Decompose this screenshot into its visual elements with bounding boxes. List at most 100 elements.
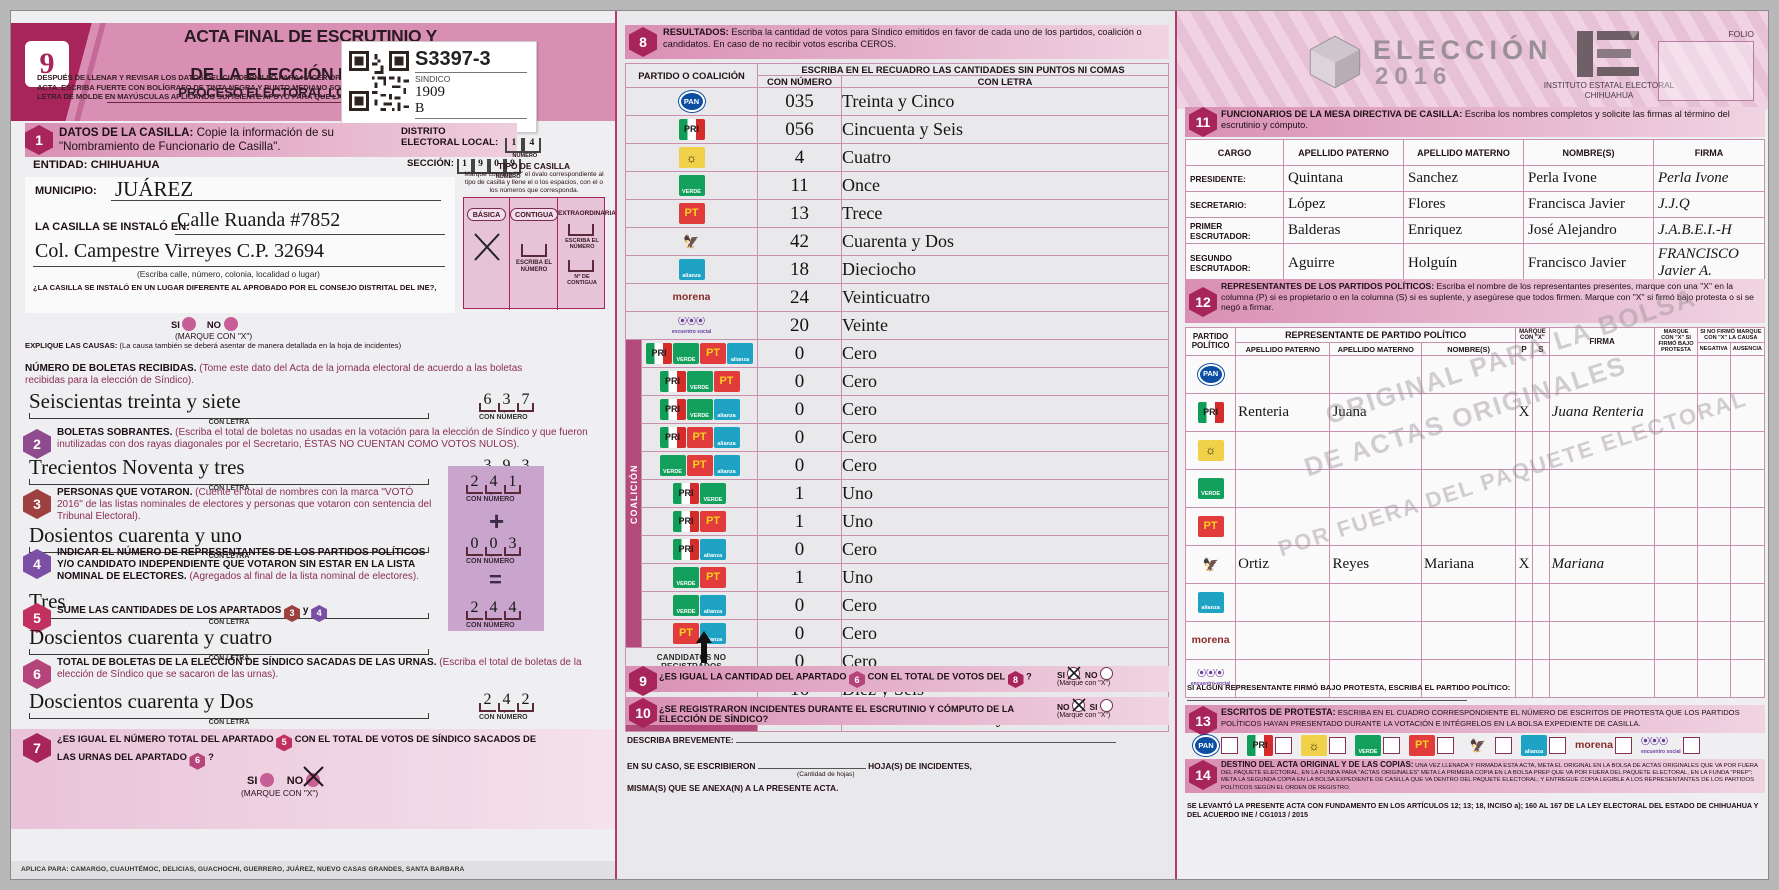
protest-count-box[interactable] — [1383, 737, 1400, 754]
row-letra[interactable]: Veinte — [841, 311, 1169, 340]
rep-protesta[interactable] — [1654, 468, 1698, 508]
func-paterno[interactable]: López — [1283, 191, 1404, 218]
rep-nombres[interactable] — [1421, 392, 1517, 432]
rep-paterno[interactable] — [1235, 506, 1331, 546]
rep-ausencia[interactable] — [1729, 354, 1766, 394]
func-materno[interactable]: Enriquez — [1403, 217, 1524, 244]
rep-paterno[interactable] — [1235, 430, 1331, 470]
rep-protesta[interactable] — [1654, 620, 1698, 660]
rep-protesta[interactable] — [1654, 430, 1698, 470]
row-numero[interactable]: 18 — [757, 255, 842, 284]
protest-count-box[interactable] — [1614, 737, 1632, 754]
rep-ausencia[interactable] — [1729, 582, 1766, 622]
rep-firma[interactable]: Mariana — [1548, 544, 1656, 584]
rep-suplente[interactable] — [1532, 430, 1550, 470]
instalo-line2[interactable]: Col. Campestre Virreyes C.P. 32694 — [35, 240, 324, 262]
tipo-extraordinaria-cell[interactable]: EXTRAORDINARIA ESCRIBA EL NÚMERO Nº DE C… — [558, 198, 616, 310]
rep-protesta[interactable] — [1654, 392, 1698, 432]
row-letra[interactable]: Cero — [841, 619, 1169, 648]
func-firma[interactable]: FRANCISCO Javier A. — [1653, 243, 1765, 283]
rep-firma[interactable]: Juana Renteria — [1548, 392, 1656, 432]
rep-materno[interactable]: Juana — [1329, 392, 1423, 432]
rep-negativa[interactable] — [1696, 430, 1731, 470]
extraordinaria-number-field[interactable] — [568, 224, 594, 236]
rep-nombres[interactable] — [1421, 582, 1517, 622]
folio-field[interactable] — [1658, 41, 1754, 101]
row-letra[interactable]: Uno — [841, 479, 1169, 508]
seccion-digit-1[interactable]: 1 — [456, 158, 473, 174]
row-numero[interactable]: 13 — [757, 199, 842, 228]
seccion-digit-4[interactable]: 9 — [504, 158, 521, 174]
rep-paterno[interactable] — [1235, 582, 1331, 622]
rep-suplente[interactable] — [1532, 620, 1550, 660]
row-numero[interactable]: 24 — [757, 283, 842, 312]
rep-ausencia[interactable] — [1729, 468, 1766, 508]
rep-paterno[interactable]: Renteria — [1235, 392, 1331, 432]
rep-firma[interactable] — [1548, 658, 1656, 698]
rep-firma[interactable] — [1548, 430, 1656, 470]
rep-materno[interactable] — [1329, 506, 1423, 546]
row-numero[interactable]: 20 — [757, 311, 842, 340]
row-letra[interactable]: Cero — [841, 591, 1169, 620]
tipo-contigua-cell[interactable]: CONTIGUA ESCRIBA EL NÚMERO — [510, 198, 559, 310]
rep-paterno[interactable]: Ortiz — [1235, 544, 1331, 584]
row-numero[interactable]: 42 — [757, 227, 842, 256]
distrito-digit-1[interactable]: 1 — [504, 137, 523, 153]
row-numero[interactable]: 035 — [757, 87, 842, 116]
func-materno[interactable]: Flores — [1403, 191, 1524, 218]
row-letra[interactable]: Uno — [841, 507, 1169, 536]
rep-firma[interactable] — [1548, 506, 1656, 546]
rep-paterno[interactable] — [1235, 354, 1331, 394]
seccion-digit-3[interactable]: 0 — [488, 158, 505, 174]
func-firma[interactable]: J.J.Q — [1653, 191, 1765, 218]
section4-numero[interactable]: 0 0 3 — [466, 535, 521, 556]
section5-numero[interactable]: 2 4 4 — [466, 599, 521, 620]
row-numero[interactable]: 0 — [757, 395, 842, 424]
row-letra[interactable]: Cincuenta y Seis — [841, 115, 1169, 144]
row-letra[interactable]: Dieciocho — [841, 255, 1169, 284]
protesta-partido-field[interactable] — [1187, 692, 1467, 701]
func-materno[interactable]: Holguín — [1403, 243, 1524, 283]
rep-propietario[interactable] — [1515, 468, 1534, 508]
rep-ausencia[interactable] — [1729, 506, 1766, 546]
rep-suplente[interactable] — [1532, 354, 1550, 394]
boletas-recibidas-letra-field[interactable]: Seiscientas treinta y siete CON LETRA — [29, 389, 429, 426]
rep-protesta[interactable] — [1654, 582, 1698, 622]
row-letra[interactable]: Trece — [841, 199, 1169, 228]
rep-materno[interactable] — [1329, 430, 1423, 470]
row-numero[interactable]: 0 — [757, 619, 842, 648]
section10-si-option[interactable] — [1099, 699, 1113, 712]
rep-firma[interactable] — [1548, 582, 1656, 622]
func-firma[interactable]: Perla Ivone — [1653, 165, 1765, 192]
describa-field[interactable] — [736, 733, 1117, 743]
func-paterno[interactable]: Quintana — [1283, 165, 1404, 192]
row-letra[interactable]: Veinticuatro — [841, 283, 1169, 312]
rep-protesta[interactable] — [1654, 544, 1698, 584]
row-numero[interactable]: 0 — [757, 367, 842, 396]
rep-propietario[interactable] — [1515, 658, 1534, 698]
rep-negativa[interactable] — [1696, 582, 1731, 622]
row-letra[interactable]: Cuatro — [841, 143, 1169, 172]
rep-materno[interactable] — [1329, 354, 1423, 394]
section5-letra-field[interactable]: Doscientos cuarenta y cuatro CON LETRA — [29, 625, 429, 662]
rep-negativa[interactable] — [1696, 658, 1731, 698]
row-letra[interactable]: Cero — [841, 395, 1169, 424]
protest-count-box[interactable] — [1329, 737, 1346, 754]
row-letra[interactable]: Cero — [841, 339, 1169, 368]
rep-paterno[interactable] — [1235, 658, 1331, 698]
rep-ausencia[interactable] — [1729, 392, 1766, 432]
rep-nombres[interactable] — [1421, 658, 1517, 698]
describa-row[interactable]: DESCRIBA BREVEMENTE: — [627, 733, 1117, 745]
row-numero[interactable]: 0 — [757, 423, 842, 452]
func-nombres[interactable]: Francisco Javier — [1523, 243, 1654, 283]
func-paterno[interactable]: Balderas — [1283, 217, 1404, 244]
func-nombres[interactable]: José Alejandro — [1523, 217, 1654, 244]
rep-propietario[interactable] — [1515, 354, 1534, 394]
rep-negativa[interactable] — [1696, 392, 1731, 432]
row-letra[interactable]: Cuarenta y Dos — [841, 227, 1169, 256]
section3-letra-field[interactable]: Dosientos cuarenta y uno CON LETRA — [29, 523, 429, 560]
rep-paterno[interactable] — [1235, 468, 1331, 508]
section2-letra-field[interactable]: Trecientos Noventa y tres CON LETRA — [29, 455, 429, 492]
seccion-digit-2[interactable]: 9 — [472, 158, 489, 174]
rep-suplente[interactable] — [1532, 506, 1550, 546]
